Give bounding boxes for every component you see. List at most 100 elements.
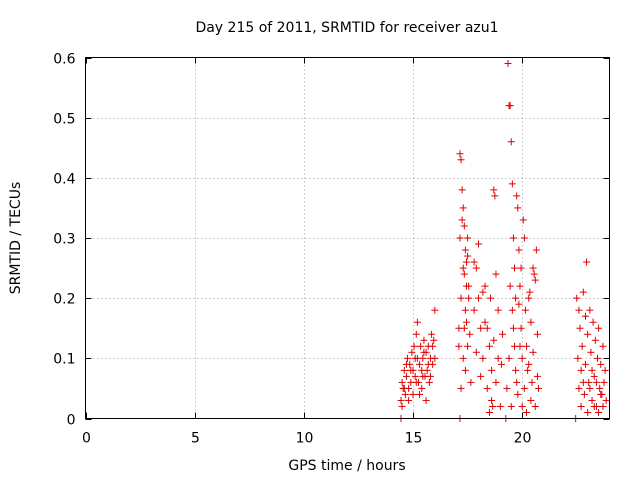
data-point: [413, 318, 421, 326]
data-point: [525, 294, 533, 302]
data-point: [535, 384, 543, 392]
data-point: [520, 384, 528, 392]
data-point: [430, 336, 438, 344]
data-point: [416, 360, 424, 368]
data-point: [462, 282, 470, 290]
data-point: [418, 384, 426, 392]
data-point: [475, 240, 482, 248]
data-point: [459, 264, 467, 272]
data-point: [483, 324, 491, 332]
data-point: [458, 216, 466, 224]
data-point: [532, 246, 540, 254]
y-tick-label: 0.4: [53, 172, 75, 188]
data-point: [456, 234, 464, 242]
data-point: [466, 330, 474, 338]
data-point: [420, 336, 428, 344]
data-point: [429, 342, 437, 350]
data-point: [405, 396, 413, 404]
data-point: [520, 234, 528, 242]
data-point: [513, 378, 521, 386]
data-point: [518, 354, 526, 362]
data-point: [527, 396, 535, 404]
data-point: [460, 270, 468, 278]
data-point: [526, 288, 534, 296]
data-point: [508, 180, 516, 188]
data-point: [505, 354, 513, 362]
x-tick-labels: 0 5 10 15 20: [82, 431, 531, 447]
data-point: [411, 354, 419, 362]
data-point: [464, 234, 472, 242]
data-point: [458, 186, 466, 194]
data-point: [401, 390, 409, 398]
data-point: [576, 324, 584, 332]
data-point: [524, 366, 532, 374]
data-point: [591, 336, 599, 344]
data-point: [494, 306, 502, 314]
data-point: [595, 324, 603, 332]
data-point: [425, 378, 433, 386]
data-point: [488, 366, 496, 374]
data-point: [497, 360, 505, 368]
data-point: [460, 324, 468, 332]
data-point: [586, 306, 594, 314]
data-point: [494, 354, 502, 362]
x-tick-label: 5: [191, 431, 200, 447]
data-points: [397, 60, 610, 422]
data-point: [402, 360, 410, 368]
data-point: [417, 342, 425, 350]
data-point: [583, 258, 591, 266]
data-point: [577, 402, 585, 410]
data-point: [420, 348, 428, 356]
data-point: [597, 390, 605, 398]
chart-title: Day 215 of 2011, SRMTID for receiver azu…: [195, 20, 498, 36]
data-point: [490, 336, 498, 344]
data-point: [431, 306, 439, 314]
data-point: [595, 408, 603, 416]
data-point: [397, 396, 405, 404]
data-point: [575, 384, 583, 392]
data-point: [462, 258, 470, 266]
data-point: [404, 354, 412, 362]
data-point: [492, 378, 500, 386]
data-point: [601, 366, 609, 374]
y-tick-labels: 0 0.1 0.2 0.3 0.4 0.5 0.6: [53, 52, 75, 429]
data-point: [531, 402, 539, 410]
data-point: [418, 366, 426, 374]
data-point: [584, 330, 592, 338]
data-point: [465, 294, 473, 302]
data-point: [590, 402, 598, 410]
data-point: [588, 366, 596, 374]
data-point: [602, 396, 610, 404]
data-point: [411, 372, 419, 380]
data-point: [587, 348, 595, 356]
data-point: [424, 360, 432, 368]
data-point: [511, 264, 519, 272]
data-point: [459, 204, 467, 212]
data-point: [481, 282, 489, 290]
data-point: [409, 390, 417, 398]
data-point: [509, 324, 517, 332]
data-point: [400, 384, 408, 392]
data-point: [511, 342, 519, 350]
data-point: [464, 342, 472, 350]
data-point: [457, 294, 465, 302]
data-point: [412, 330, 420, 338]
data-point: [592, 378, 600, 386]
data-point: [492, 270, 500, 278]
data-point: [483, 384, 491, 392]
data-point: [529, 348, 537, 356]
data-point: [584, 408, 592, 416]
data-point: [461, 366, 469, 374]
y-tick-label: 0.5: [53, 112, 75, 128]
data-point: [512, 366, 520, 374]
data-point: [596, 384, 604, 392]
data-point: [477, 324, 485, 332]
data-point: [461, 306, 469, 314]
data-point: [581, 360, 589, 368]
x-tick-label: 10: [296, 431, 314, 447]
data-point: [422, 396, 430, 404]
data-point: [491, 192, 499, 200]
data-point: [485, 408, 493, 416]
data-point: [580, 390, 588, 398]
